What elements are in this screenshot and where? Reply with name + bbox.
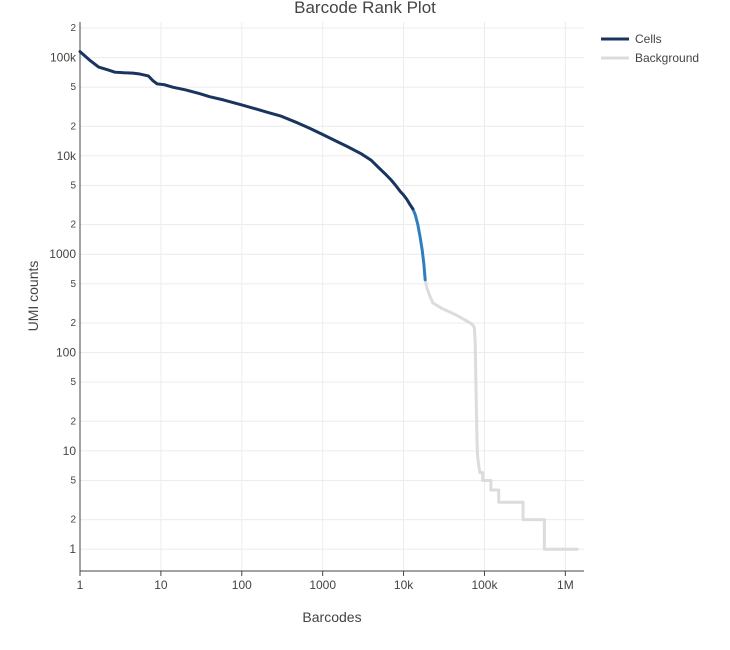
x-axis-title: Barcodes [302, 609, 361, 625]
x-tick-label: 1M [557, 578, 574, 592]
y-tick-label: 2 [70, 23, 76, 34]
axes-layer [79, 22, 584, 572]
y-tick-label: 5 [70, 279, 76, 290]
series-line-background [423, 278, 579, 551]
chart-title: Barcode Rank Plot [294, 0, 436, 17]
x-tick-label: 1000 [309, 578, 336, 592]
y-tick-label: 5 [70, 475, 76, 486]
y-tick-label: 100 [56, 346, 76, 360]
y-tick-label: 10k [57, 149, 77, 163]
tick-layer: 1 10 100 1000 10k 100k 1M 1 2 5 10 2 5 100 2 5 1000 2 5 10k… [49, 23, 573, 592]
x-tick-label: 10 [154, 578, 168, 592]
y-tick-label: 1 [69, 542, 76, 556]
y-tick-label: 2 [70, 416, 76, 427]
y-tick-label: 2 [70, 515, 76, 526]
y-tick-label: 2 [70, 220, 76, 231]
y-tick-label: 5 [70, 82, 76, 93]
x-tick-label: 10k [394, 578, 414, 592]
y-tick-label: 100k [50, 51, 77, 65]
legend-label-cells: Cells [635, 32, 662, 46]
series-layer [78, 50, 579, 551]
grid-layer [79, 22, 584, 571]
y-tick-label: 5 [70, 377, 76, 388]
x-tick-label: 1 [77, 578, 84, 592]
legend[interactable]: Cells Background [601, 32, 699, 65]
x-tick-label: 100k [471, 578, 498, 592]
y-tick-label: 1000 [49, 247, 76, 261]
x-tick-label: 100 [232, 578, 252, 592]
series-line-transition [411, 207, 427, 282]
legend-item-background[interactable]: Background [601, 51, 699, 65]
y-tick-label: 2 [70, 121, 76, 132]
legend-item-cells[interactable]: Cells [601, 32, 662, 46]
y-axis-title: UMI counts [25, 261, 41, 332]
y-tick-label: 10 [63, 444, 77, 458]
y-tick-label: 5 [70, 180, 76, 191]
legend-label-background: Background [635, 51, 699, 65]
y-tick-label: 2 [70, 318, 76, 329]
series-line-cells [78, 50, 415, 211]
